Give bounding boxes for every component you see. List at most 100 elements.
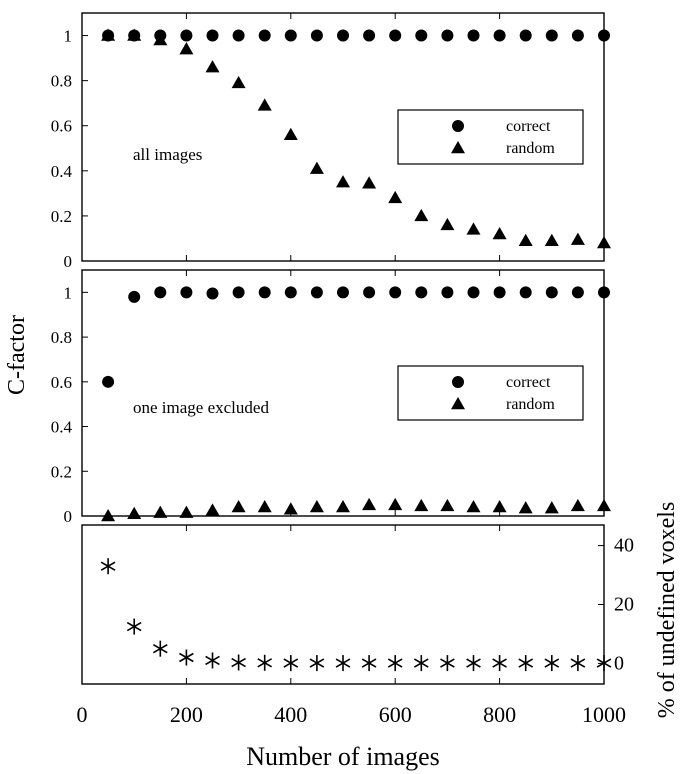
asterisk-point: [152, 640, 168, 657]
correct-point: [467, 286, 480, 299]
x-tick-label: 800: [483, 702, 516, 727]
correct-point: [598, 29, 610, 42]
random-point: [205, 503, 220, 516]
legend: correct random: [397, 365, 584, 421]
random-point: [153, 33, 168, 46]
random-point: [179, 42, 194, 55]
random-point: [544, 233, 559, 246]
correct-point: [310, 29, 323, 42]
panel-2: 0 0.2 0.4 0.6 0.8 1 one image excluded correct r…: [51, 269, 611, 526]
correct-point: [545, 29, 558, 42]
correct-point: [493, 29, 506, 42]
asterisk-point: [231, 654, 246, 671]
random-point: [205, 60, 220, 73]
panel-3: 0 20 40: [81, 524, 634, 685]
correct-point: [206, 29, 219, 42]
random-point: [283, 502, 298, 515]
asterisk-point: [440, 655, 455, 672]
asterisk-point: [283, 655, 299, 672]
random-point: [127, 28, 142, 41]
asterisk-point: [257, 654, 273, 671]
random-point: [127, 506, 142, 520]
series-correct: [102, 286, 610, 388]
correct-point: [154, 286, 167, 299]
random-point: [414, 208, 429, 222]
random-point: [388, 190, 403, 204]
correct-point: [519, 29, 532, 42]
correct-point: [493, 286, 506, 299]
y-tick-label: 0.8: [51, 72, 72, 91]
circle-icon: [452, 376, 464, 388]
y-tick-label: 0.6: [51, 117, 72, 136]
legend-box: [397, 109, 584, 165]
plot-frame: [81, 269, 605, 517]
x-tick-label: 400: [274, 702, 307, 727]
random-point: [492, 500, 507, 513]
y-tick-label: 0.2: [51, 462, 72, 481]
panel-1: 0 0.2 0.4 0.6 0.8 1 all images correct random: [51, 12, 611, 271]
correct-point: [545, 286, 558, 299]
asterisk-point: [570, 655, 586, 672]
asterisk-point: [518, 655, 534, 672]
x-tick-label: 0: [77, 702, 88, 727]
series-random: [101, 497, 611, 522]
random-point: [440, 498, 455, 512]
random-point: [570, 498, 585, 512]
correct-point: [206, 287, 219, 300]
y-axis-label-undefined-voxels: % of undefined voxels: [654, 502, 680, 719]
triangle-icon: [451, 141, 465, 154]
x-axis-label: Number of images: [246, 742, 440, 771]
y-tick-label: 20: [614, 594, 634, 616]
y-tick-label: 0.2: [51, 207, 72, 226]
correct-point: [415, 29, 428, 42]
x-tick-label: 1000: [582, 702, 626, 727]
y-tick-label: 1: [64, 27, 73, 46]
asterisk-point: [413, 655, 429, 672]
correct-point: [337, 286, 349, 299]
x-tick-label: 600: [379, 702, 412, 727]
y-tick-label: 0: [64, 507, 73, 526]
random-point: [283, 127, 298, 140]
correct-point: [310, 286, 323, 299]
correct-point: [102, 375, 115, 388]
y-tick-label: 1: [64, 283, 73, 302]
correct-point: [180, 286, 193, 299]
random-point: [544, 501, 559, 514]
series-random: [101, 28, 611, 249]
random-point: [257, 500, 272, 513]
random-point: [231, 75, 246, 89]
random-point: [388, 497, 403, 511]
plot-frame: [81, 12, 605, 262]
correct-point: [389, 286, 402, 299]
correct-point: [519, 286, 532, 299]
legend: correct random: [397, 109, 584, 165]
random-point: [336, 500, 350, 513]
panel-annotation: all images: [133, 145, 202, 164]
random-point: [336, 175, 350, 188]
correct-point: [598, 286, 610, 299]
triangle-icon: [451, 397, 465, 410]
random-point: [153, 505, 168, 518]
random-point: [597, 498, 611, 512]
correct-point: [284, 286, 297, 299]
y-tick-label: 40: [614, 535, 634, 557]
legend-entry-label: correct: [506, 118, 551, 135]
legend-entry-label: correct: [506, 374, 551, 391]
y-tick-label: 0.4: [51, 418, 73, 437]
correct-point: [467, 29, 480, 42]
random-point: [597, 235, 611, 249]
correct-point: [180, 29, 193, 42]
correct-point: [337, 29, 349, 42]
asterisk-point: [361, 655, 377, 672]
random-point: [492, 226, 507, 240]
asterisk-point: [179, 649, 194, 666]
correct-point: [389, 29, 402, 42]
random-point: [309, 161, 324, 174]
y-axis-label-c-factor: C-factor: [4, 315, 30, 395]
correct-point: [441, 29, 454, 42]
correct-point: [232, 286, 245, 299]
x-tick-label: 200: [170, 702, 203, 727]
asterisk-point: [100, 558, 116, 575]
correct-point: [363, 286, 376, 299]
